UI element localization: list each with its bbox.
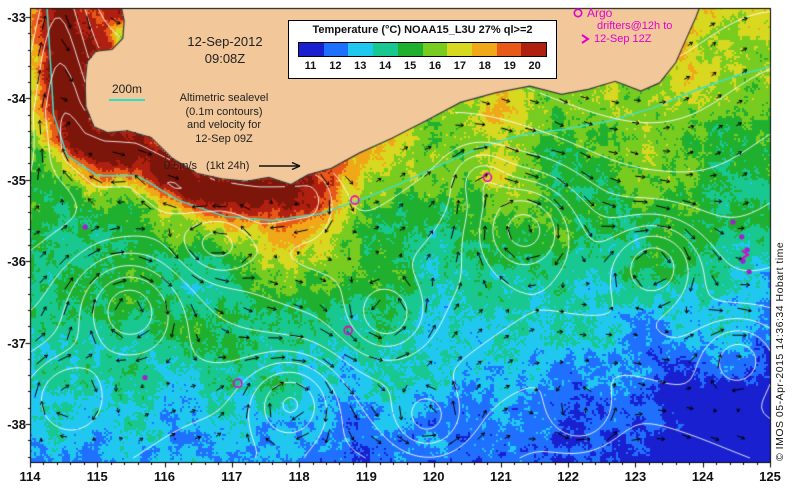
colorbar-tick-label: 19 (503, 60, 516, 72)
velocity-scale-units: (1kt 24h) (206, 160, 250, 172)
argo-float-icon (573, 8, 583, 18)
x-axis-tick-label: 125 (759, 469, 781, 484)
colorbar-cell (422, 43, 448, 56)
observation-datetime: 12-Sep-2012 09:08Z (158, 33, 292, 67)
observation-time: 09:08Z (204, 51, 246, 66)
velocity-scale-legend: 0.5m/s (1kt 24h) (164, 160, 354, 172)
x-axis-tick-label: 123 (624, 469, 647, 484)
y-axis-tick-label: -37 (7, 335, 26, 351)
depth-contour-legend: 200m (102, 82, 152, 101)
colorbar-tick-label: 11 (304, 60, 317, 72)
colorbar-tick-label: 12 (329, 60, 342, 72)
x-axis-tick-label: 118 (288, 469, 310, 484)
colorbar-cell (373, 43, 398, 56)
drifter-arrow-icon (581, 34, 590, 44)
colorbar-title: Temperature (°C) NOAA15_L3U 27% ql>=2 (312, 24, 533, 36)
velocity-scale-value: 0.5m/s (164, 160, 198, 172)
y-axis-tick-label: -34 (7, 91, 26, 107)
colorbar-scale (298, 42, 547, 57)
temperature-colorbar: Temperature (°C) NOAA15_L3U 27% ql>=2 11… (288, 20, 557, 79)
observation-date: 12-Sep-2012 (187, 34, 263, 49)
argo-drifters-label: drifters@12h to (597, 20, 673, 32)
colorbar-tick-label: 16 (428, 60, 442, 72)
colorbar-cell (323, 43, 349, 56)
x-axis-tick-label: 121 (490, 469, 512, 484)
copyright-notice: © IMOS 05-Apr-2015 14:36:34 Hobart time (774, 241, 786, 461)
colorbar-cell (496, 43, 522, 56)
altimetry-line: 12-Sep 09Z (195, 132, 253, 145)
colorbar-cell (447, 43, 472, 56)
colorbar-cell (397, 43, 423, 56)
y-axis-tick-label: -35 (7, 172, 26, 188)
colorbar-tick-label: 14 (379, 60, 392, 72)
altimetry-line: (0.1m contours) (185, 105, 263, 118)
colorbar-tick-label: 20 (528, 60, 541, 72)
y-axis-tick-label: -38 (7, 416, 26, 432)
altimetry-line: and velocity for (187, 119, 261, 131)
colorbar-tick-label: 18 (478, 60, 491, 72)
altimetry-line: Altimetric sealevel (179, 92, 269, 104)
altimetry-legend: Altimetric sealevel (0.1m contours) and … (154, 92, 294, 146)
x-axis-tick-label: 122 (557, 469, 579, 484)
x-axis-tick-label: 120 (422, 469, 445, 484)
colorbar-cell (471, 43, 497, 56)
depth-label: 200m (111, 82, 143, 96)
argo-legend: Argo drifters@12h to 12-Sep 12Z (572, 7, 704, 45)
x-axis-tick-label: 115 (86, 469, 108, 484)
colorbar-tick-label: 15 (403, 60, 417, 72)
colorbar-tick-label: 17 (453, 60, 467, 72)
colorbar-tick-label: 13 (354, 60, 367, 72)
colorbar-cell (521, 43, 547, 56)
x-axis-tick-label: 124 (691, 469, 714, 484)
x-axis-tick-label: 114 (19, 469, 41, 484)
x-axis-tick-label: 117 (221, 469, 243, 484)
argo-date-label: 12-Sep 12Z (594, 33, 652, 45)
x-axis-tick-label: 116 (154, 469, 176, 484)
y-axis-tick-label: -36 (7, 254, 26, 270)
y-axis-tick-label: -33 (7, 9, 26, 25)
colorbar-cell (348, 43, 374, 56)
isobath-line-sample (109, 99, 145, 101)
argo-label: Argo (587, 6, 613, 20)
x-axis-tick-label: 119 (355, 469, 377, 484)
colorbar-tick-labels: 11 12 13 14 15 16 17 18 19 20 (298, 60, 547, 72)
colorbar-cell (299, 43, 324, 56)
velocity-arrow-icon (259, 161, 301, 171)
